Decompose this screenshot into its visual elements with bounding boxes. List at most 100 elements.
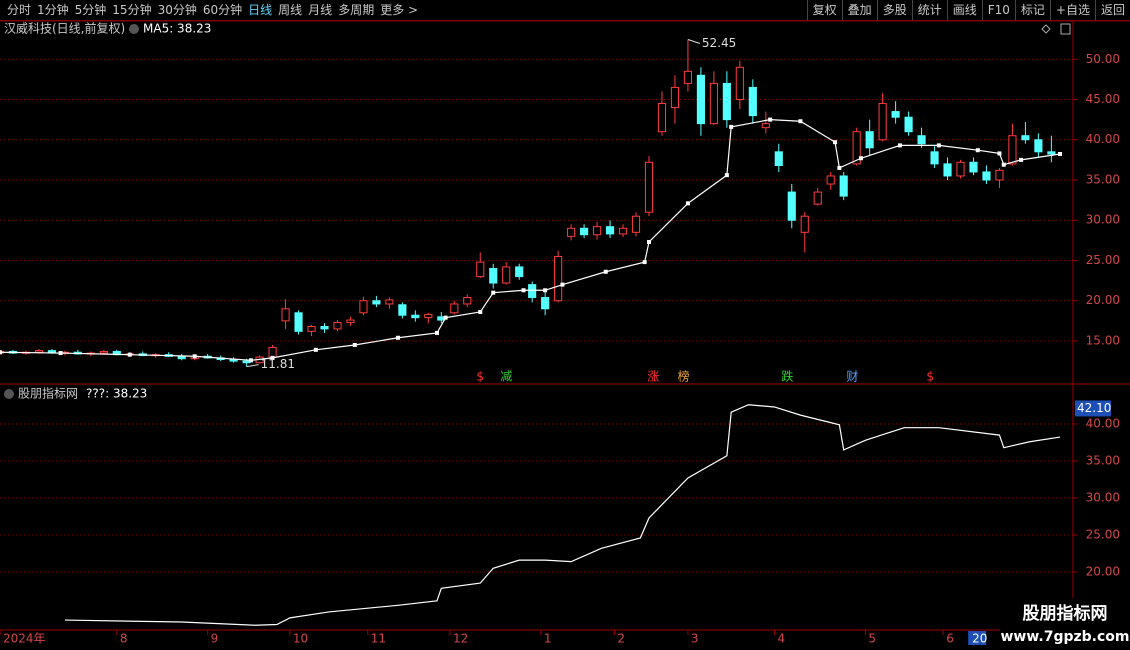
candle-body — [891, 111, 900, 118]
y-tick-label: 30.00 — [1086, 490, 1120, 504]
toolbar-button[interactable]: 多股 — [876, 0, 912, 20]
candle-body — [722, 82, 731, 121]
candle-body — [333, 321, 342, 330]
toolbar-button[interactable]: 1分钟 — [37, 3, 69, 17]
ma-marker — [543, 288, 548, 293]
candle-body — [502, 266, 511, 284]
y-tick-label: 45.00 — [1086, 92, 1120, 106]
toolbar-button[interactable]: 标记 — [1014, 0, 1050, 20]
ma-marker — [729, 124, 734, 129]
toolbar-button[interactable]: F10 — [981, 0, 1015, 20]
candle-body — [359, 300, 368, 314]
candle-body — [294, 312, 303, 332]
x-tick-label: 9 — [211, 632, 219, 646]
ma-marker — [478, 310, 483, 315]
toolbar-button[interactable]: 复权 — [806, 0, 842, 20]
candle-body — [489, 268, 498, 284]
candle-body — [631, 215, 641, 233]
candle-body — [515, 266, 524, 278]
toolbar-button[interactable]: 60分钟 — [202, 3, 243, 17]
ma-marker — [58, 351, 63, 356]
candle-body — [904, 116, 913, 133]
ma-marker — [936, 143, 941, 148]
toolbar-button[interactable]: 分时 — [7, 3, 32, 17]
x-tick-label: 3 — [691, 632, 699, 646]
candle-body — [268, 346, 277, 358]
ma-marker — [248, 358, 253, 363]
toolbar-button[interactable]: 日线 — [248, 3, 273, 17]
ma-marker — [798, 119, 803, 124]
candle-body — [1008, 135, 1017, 165]
toolbar-button[interactable]: 画线 — [946, 0, 982, 20]
x-tick-highlight — [968, 631, 987, 645]
candle-body — [735, 66, 744, 100]
toolbar-button[interactable]: +自选 — [1049, 0, 1095, 20]
candle-body — [476, 261, 485, 278]
toolbar-button[interactable]: 5分钟 — [74, 3, 107, 17]
x-tick-label: 10 — [293, 632, 308, 646]
event-marker: 跌 — [781, 369, 793, 384]
toolbar: 分时 1分钟 5分钟 15分钟 30分钟 60分钟 日线 周线 月线 多周期 更多 > 复权 叠加 多股… — [0, 0, 1130, 21]
candle-body — [1021, 135, 1030, 141]
candle-body — [398, 304, 407, 316]
ma-marker — [685, 201, 690, 206]
toolbar-button[interactable]: 30分钟 — [157, 3, 197, 17]
toolbar-button[interactable]: 返回 — [1094, 0, 1130, 20]
candle-body — [852, 131, 861, 165]
candle-body — [709, 82, 718, 125]
legend-entry: ???: 38.23 — [86, 387, 147, 401]
candle-body — [917, 135, 926, 145]
diamond-icon[interactable] — [1041, 24, 1051, 34]
y-tick-label: 25.00 — [1086, 253, 1120, 267]
toolbar-button[interactable]: 多周期 — [338, 3, 375, 17]
candle-body — [346, 319, 355, 323]
ma-marker — [1019, 157, 1024, 162]
toolbar-button[interactable]: 更多 > — [380, 3, 419, 17]
candle-body — [748, 86, 757, 117]
panel-icon[interactable] — [1060, 23, 1071, 35]
event-marker: 榜 — [678, 369, 690, 384]
x-tick-label: 20 — [972, 632, 987, 646]
toolbar-button[interactable]: 月线 — [308, 3, 333, 17]
toolbar-button[interactable]: 周线 — [278, 3, 303, 17]
candle-body — [541, 297, 550, 310]
toggle-icon[interactable] — [129, 24, 139, 34]
candle-body — [385, 299, 394, 305]
toolbar-button[interactable]: 统计 — [911, 0, 947, 20]
candle-body — [683, 70, 693, 84]
candle-body — [969, 161, 978, 173]
x-tick-label: 5 — [868, 632, 876, 646]
candle-body — [839, 175, 848, 197]
candle-body — [813, 191, 822, 205]
toolbar-button[interactable]: 叠加 — [841, 0, 877, 20]
ma-marker — [1001, 162, 1006, 167]
toggle-icon[interactable] — [4, 389, 14, 399]
axis-marker-box — [1075, 400, 1111, 417]
ma-marker — [642, 260, 647, 265]
ma-marker — [646, 239, 651, 244]
ma-marker — [724, 173, 729, 178]
candle-body — [930, 151, 939, 165]
candle-body — [320, 325, 329, 330]
ma-marker — [192, 354, 197, 359]
ma-marker — [0, 350, 2, 355]
candle-body — [995, 169, 1004, 181]
y-tick-label: 30.00 — [1086, 213, 1120, 227]
ma-marker — [270, 355, 275, 360]
ma-marker — [858, 156, 863, 161]
ma-marker — [491, 290, 496, 295]
x-tick-label: 2 — [617, 632, 625, 646]
candle-body — [34, 350, 44, 353]
candle-body — [774, 151, 783, 167]
x-tick-label: 2024年 — [3, 632, 46, 646]
candle-body — [982, 171, 991, 181]
ma-marker — [352, 343, 357, 348]
candle-body — [618, 227, 628, 235]
annotation-label: 52.45 — [702, 36, 736, 50]
toolbar-button[interactable]: 15分钟 — [112, 3, 152, 17]
annotation-arrow — [246, 364, 259, 368]
event-marker: 减 — [500, 370, 512, 384]
y-tick-label: 40.00 — [1086, 132, 1120, 146]
x-tick-label: 11 — [371, 632, 386, 646]
legend-entry: MA5: 38.23 — [143, 22, 211, 36]
